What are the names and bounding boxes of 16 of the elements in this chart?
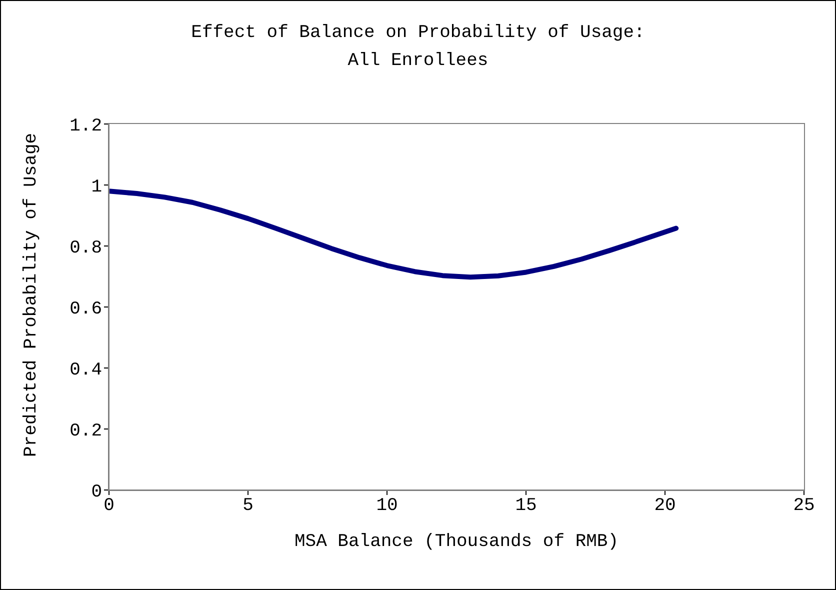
- x-tick-label: 5: [242, 496, 254, 516]
- x-tick-label: 20: [654, 496, 676, 516]
- x-axis-title: MSA Balance (Thousands of RMB): [294, 532, 619, 552]
- y-axis-title: Predicted Probability of Usage: [21, 132, 42, 457]
- x-tick-label: 25: [793, 496, 815, 516]
- y-tick-label: 0.6: [70, 299, 102, 320]
- y-tick-label: 1: [91, 177, 102, 198]
- chart-title: Effect of Balance on Probability of Usage: All Enrollees: [190, 22, 646, 73]
- y-tick-label: 0.2: [70, 421, 102, 442]
- x-tick-label: 15: [515, 496, 537, 516]
- y-tick-label: 0.8: [70, 238, 102, 258]
- y-tick-label: 0.4: [70, 360, 102, 380]
- y-tick-label: 0: [91, 482, 102, 502]
- y-tick-label: 1.2: [70, 116, 102, 136]
- x-tick-label: 10: [376, 496, 398, 516]
- x-tick-label: 0: [104, 496, 114, 516]
